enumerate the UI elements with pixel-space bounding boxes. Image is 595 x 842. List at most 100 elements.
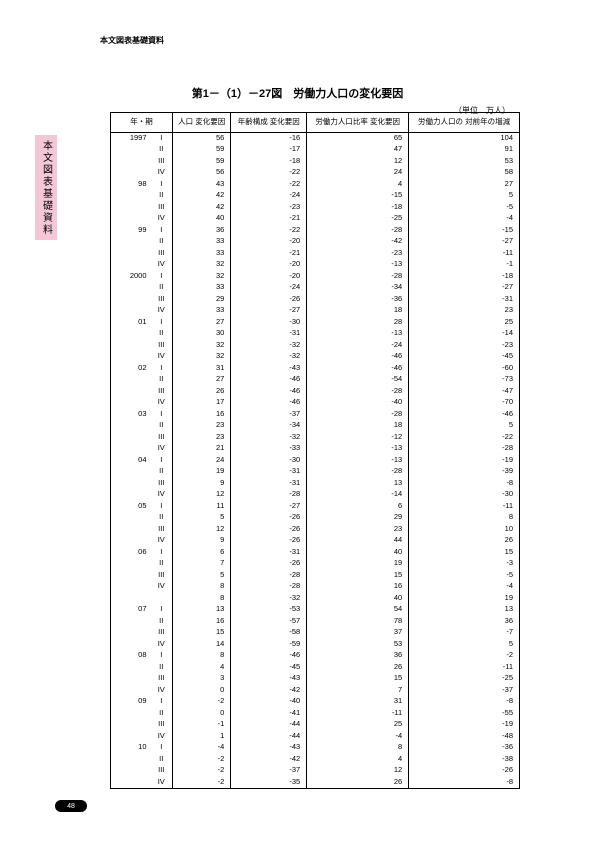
cell-c4: 8	[409, 512, 520, 524]
cell-c2: -43	[231, 673, 307, 685]
cell-c4: 5	[409, 420, 520, 432]
cell-c4: -15	[409, 225, 520, 237]
cell-c4: -7	[409, 627, 520, 639]
cell-c1: 32	[173, 259, 231, 271]
cell-c3: 53	[307, 639, 409, 651]
cell-period: II	[151, 190, 173, 202]
cell-c4: -19	[409, 719, 520, 731]
cell-c2: -26	[231, 512, 307, 524]
cell-c4: 27	[409, 179, 520, 191]
cell-c3: -13	[307, 328, 409, 340]
cell-c2: -42	[231, 685, 307, 697]
cell-period: I	[151, 363, 173, 375]
cell-year	[111, 558, 151, 570]
cell-c2: -37	[231, 765, 307, 777]
cell-c2: -53	[231, 604, 307, 616]
table-row: II27-46-54-73	[111, 374, 520, 386]
cell-period: I	[151, 271, 173, 283]
col-year-period: 年・期	[111, 113, 173, 133]
cell-c4: -11	[409, 248, 520, 260]
cell-c3: 26	[307, 777, 409, 789]
cell-c1: -2	[173, 696, 231, 708]
cell-year	[111, 432, 151, 444]
table-row: 04I24-30-13-19	[111, 455, 520, 467]
cell-period: III	[151, 340, 173, 352]
cell-c4: 36	[409, 616, 520, 628]
cell-c2: -43	[231, 742, 307, 754]
cell-c1: 43	[173, 179, 231, 191]
cell-c1: -2	[173, 754, 231, 766]
cell-c2: -26	[231, 535, 307, 547]
cell-c2: -46	[231, 650, 307, 662]
cell-c2: -42	[231, 754, 307, 766]
cell-period: I	[151, 225, 173, 237]
cell-year: 08	[111, 650, 151, 662]
cell-c1: 29	[173, 294, 231, 306]
cell-period: II	[151, 374, 173, 386]
cell-c3: -28	[307, 386, 409, 398]
cell-c2: -20	[231, 271, 307, 283]
cell-period: II	[151, 144, 173, 156]
cell-year	[111, 581, 151, 593]
table-row: IV21-33-13-28	[111, 443, 520, 455]
cell-c4: -8	[409, 478, 520, 490]
cell-year	[111, 259, 151, 271]
cell-c1: 9	[173, 478, 231, 490]
cell-period: I	[151, 179, 173, 191]
cell-c2: -57	[231, 616, 307, 628]
cell-year	[111, 478, 151, 490]
cell-c2: -21	[231, 213, 307, 225]
cell-period: IV	[151, 443, 173, 455]
cell-c3: 54	[307, 604, 409, 616]
cell-c2: -46	[231, 374, 307, 386]
cell-c4: -4	[409, 213, 520, 225]
cell-year	[111, 167, 151, 179]
cell-c3: 37	[307, 627, 409, 639]
cell-period: III	[151, 156, 173, 168]
cell-period: II	[151, 282, 173, 294]
cell-c3: -12	[307, 432, 409, 444]
cell-year: 99	[111, 225, 151, 237]
cell-year	[111, 397, 151, 409]
cell-c3: 8	[307, 742, 409, 754]
cell-c4: -47	[409, 386, 520, 398]
cell-period: II	[151, 512, 173, 524]
cell-period	[151, 593, 173, 605]
cell-c3: 15	[307, 673, 409, 685]
cell-c1: 32	[173, 351, 231, 363]
cell-year	[111, 213, 151, 225]
table-row: II4-4526-11	[111, 662, 520, 674]
cell-c1: 33	[173, 236, 231, 248]
cell-c3: -14	[307, 489, 409, 501]
cell-c3: 29	[307, 512, 409, 524]
cell-c2: -59	[231, 639, 307, 651]
cell-year	[111, 708, 151, 720]
cell-year: 01	[111, 317, 151, 329]
cell-year	[111, 144, 151, 156]
cell-c3: 24	[307, 167, 409, 179]
cell-year: 03	[111, 409, 151, 421]
table-row: IV12-28-14-30	[111, 489, 520, 501]
cell-c3: 65	[307, 133, 409, 145]
table-row: II16-577836	[111, 616, 520, 628]
cell-c4: -30	[409, 489, 520, 501]
table-row: III12-262310	[111, 524, 520, 536]
col-2: 年齢構成 変化要因	[231, 113, 307, 133]
cell-c2: -34	[231, 420, 307, 432]
cell-year: 06	[111, 547, 151, 559]
cell-c1: 33	[173, 305, 231, 317]
cell-c3: -24	[307, 340, 409, 352]
cell-c4: -1	[409, 259, 520, 271]
cell-year	[111, 662, 151, 674]
cell-year	[111, 731, 151, 743]
cell-c2: -18	[231, 156, 307, 168]
cell-c2: -28	[231, 570, 307, 582]
cell-c1: -2	[173, 765, 231, 777]
cell-period: I	[151, 133, 173, 145]
table-row: 05I11-276-11	[111, 501, 520, 513]
cell-c1: 0	[173, 708, 231, 720]
table-row: IV33-271823	[111, 305, 520, 317]
cell-c2: -23	[231, 202, 307, 214]
table-row: 03I16-37-28-46	[111, 409, 520, 421]
cell-c4: -4	[409, 581, 520, 593]
